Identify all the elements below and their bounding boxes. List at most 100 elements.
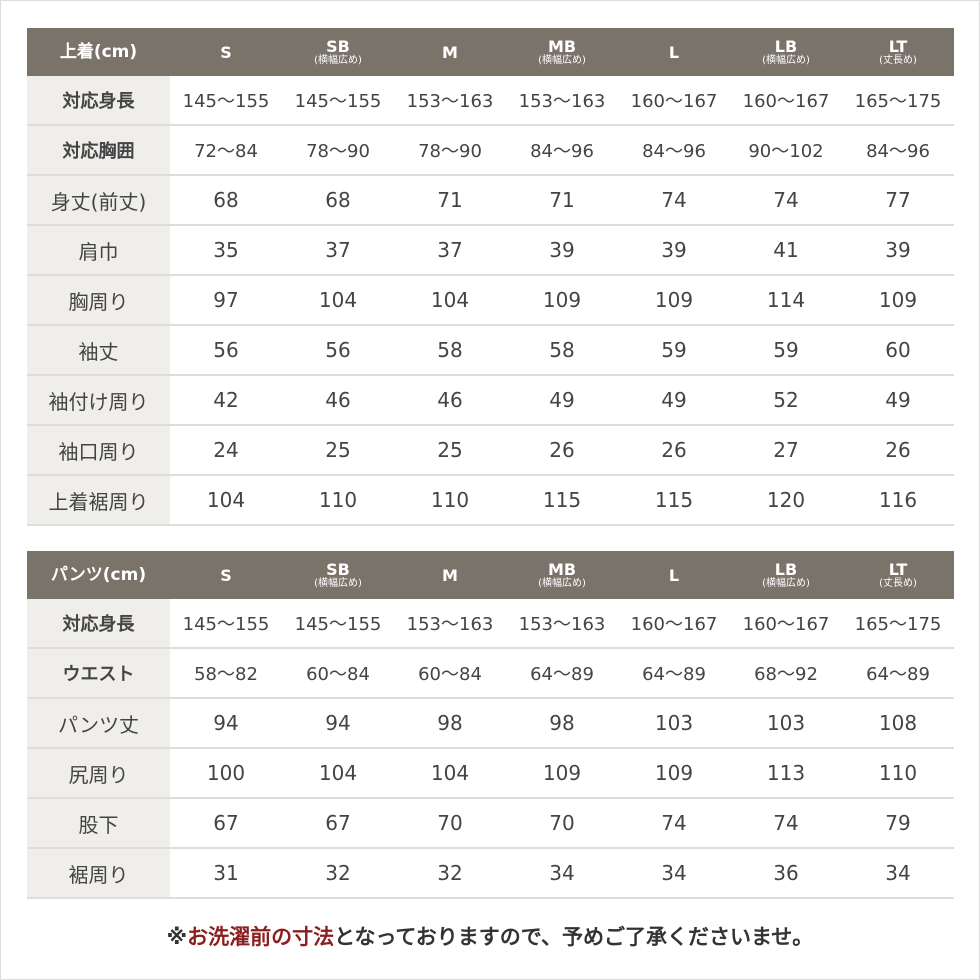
size-name: L xyxy=(668,565,680,585)
cell: 145〜155 xyxy=(170,76,282,126)
footnote-text: となっておりますので、予めご了承くださいませ。 xyxy=(334,925,814,949)
cell: 64〜89 xyxy=(842,648,954,699)
cell: 120 xyxy=(730,475,842,526)
cell: 59 xyxy=(730,325,842,376)
cell: 100 xyxy=(170,748,282,799)
size-header: LT (丈長め) xyxy=(842,551,954,599)
cell: 109 xyxy=(506,748,618,799)
cell: 26 xyxy=(842,425,954,476)
cell: 60〜84 xyxy=(394,648,506,699)
cell: 109 xyxy=(842,275,954,326)
row-label: 対応身長 xyxy=(27,599,170,649)
cell: 41 xyxy=(730,225,842,276)
size-header: MB (横幅広め) xyxy=(506,551,618,599)
cell: 104 xyxy=(170,475,282,526)
cell: 165〜175 xyxy=(842,599,954,649)
header-label: パンツ(cm) xyxy=(27,551,170,599)
size-name: LB xyxy=(774,559,798,579)
cell: 67 xyxy=(282,798,394,849)
row-label: 裾周り xyxy=(27,848,170,899)
row-label: 肩巾 xyxy=(27,225,170,276)
size-note: (横幅広め) xyxy=(314,54,362,66)
cell: 49 xyxy=(618,375,730,426)
cell: 71 xyxy=(394,175,506,226)
cell: 46 xyxy=(282,375,394,426)
size-name: SB xyxy=(326,36,350,56)
cell: 32 xyxy=(282,848,394,899)
cell: 115 xyxy=(618,475,730,526)
size-name: LT xyxy=(888,36,908,56)
size-name: L xyxy=(668,42,680,62)
row-label: 袖口周り xyxy=(27,425,170,476)
cell: 153〜163 xyxy=(506,76,618,126)
cell: 84〜96 xyxy=(842,125,954,176)
cell: 74 xyxy=(730,798,842,849)
cell: 36 xyxy=(730,848,842,899)
size-note: (丈長め) xyxy=(879,54,917,66)
cell: 32 xyxy=(394,848,506,899)
cell: 104 xyxy=(282,748,394,799)
footnote-highlight: お洗濯前の寸法 xyxy=(187,925,335,949)
size-table: 上着(cm) S SB (横幅広め) M MB (横幅広め) L LB (横幅広め) LT (丈長め)… xyxy=(27,28,954,526)
cell: 165〜175 xyxy=(842,76,954,126)
size-name: M xyxy=(442,565,458,585)
cell: 67 xyxy=(170,798,282,849)
table-row: 裾周り 31 32 32 34 34 36 34 xyxy=(27,848,954,899)
cell: 94 xyxy=(282,698,394,749)
cell: 70 xyxy=(506,798,618,849)
cell: 24 xyxy=(170,425,282,476)
cell: 60〜84 xyxy=(282,648,394,699)
size-name: LB xyxy=(774,36,798,56)
cell: 145〜155 xyxy=(282,599,394,649)
size-header: L xyxy=(618,551,730,599)
table-row: 身丈(前丈) 68 68 71 71 74 74 77 xyxy=(27,175,954,226)
size-header: L xyxy=(618,28,730,76)
cell: 46 xyxy=(394,375,506,426)
size-header: LB (横幅広め) xyxy=(730,551,842,599)
cell: 109 xyxy=(618,275,730,326)
size-note: (横幅広め) xyxy=(314,577,362,589)
cell: 70 xyxy=(394,798,506,849)
size-header: M xyxy=(394,551,506,599)
cell: 108 xyxy=(842,698,954,749)
row-label: 胸周り xyxy=(27,275,170,326)
cell: 59 xyxy=(618,325,730,376)
cell: 58〜82 xyxy=(170,648,282,699)
footnote-mark: ※ xyxy=(166,925,188,949)
size-header: S xyxy=(170,551,282,599)
cell: 145〜155 xyxy=(170,599,282,649)
size-name: MB xyxy=(547,559,577,579)
cell: 25 xyxy=(282,425,394,476)
cell: 39 xyxy=(842,225,954,276)
cell: 110 xyxy=(282,475,394,526)
cell: 109 xyxy=(506,275,618,326)
cell: 84〜96 xyxy=(506,125,618,176)
cell: 74 xyxy=(618,798,730,849)
cell: 68 xyxy=(170,175,282,226)
size-header: SB (横幅広め) xyxy=(282,551,394,599)
row-label: 袖付け周り xyxy=(27,375,170,426)
size-note: (横幅広め) xyxy=(762,54,810,66)
cell: 60 xyxy=(842,325,954,376)
row-label: 身丈(前丈) xyxy=(27,175,170,226)
table-row: パンツ丈 94 94 98 98 103 103 108 xyxy=(27,698,954,749)
table-row: 袖丈 56 56 58 58 59 59 60 xyxy=(27,325,954,376)
cell: 145〜155 xyxy=(282,76,394,126)
cell: 153〜163 xyxy=(506,599,618,649)
cell: 56 xyxy=(282,325,394,376)
cell: 37 xyxy=(282,225,394,276)
size-note: (丈長め) xyxy=(879,577,917,589)
cell: 110 xyxy=(842,748,954,799)
cell: 26 xyxy=(506,425,618,476)
table-row: 袖付け周り 42 46 46 49 49 52 49 xyxy=(27,375,954,426)
cell: 64〜89 xyxy=(506,648,618,699)
size-header: M xyxy=(394,28,506,76)
cell: 109 xyxy=(618,748,730,799)
cell: 35 xyxy=(170,225,282,276)
cell: 31 xyxy=(170,848,282,899)
header-label: 上着(cm) xyxy=(27,28,170,76)
cell: 153〜163 xyxy=(394,76,506,126)
header-row: パンツ(cm) S SB (横幅広め) M MB (横幅広め) L LB (横幅広め) LT (丈長め… xyxy=(27,551,954,599)
row-label: 尻周り xyxy=(27,748,170,799)
cell: 77 xyxy=(842,175,954,226)
